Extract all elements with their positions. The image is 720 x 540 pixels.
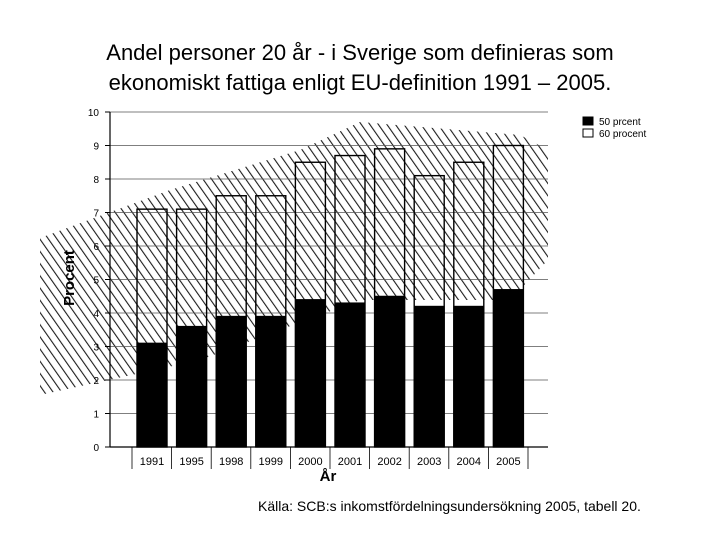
x-tick-label-2003: 2003 <box>417 456 441 468</box>
legend-swatch-60-procent <box>582 128 594 138</box>
legend-swatch-50-prcent <box>582 116 594 126</box>
slide-title-line-2: ekonomiskt fattiga enligt EU-definition … <box>108 70 612 95</box>
bar-50-prcent-1991 <box>136 342 168 448</box>
y-tick-label-6: 6 <box>93 242 99 253</box>
bar-50-prcent-2005 <box>492 289 524 448</box>
legend-label-60-procent: 60 procent <box>599 129 646 140</box>
x-tick-label-1999: 1999 <box>259 456 283 468</box>
bar-50-prcent-2004 <box>453 305 485 448</box>
x-tick-label-2004: 2004 <box>457 456 481 468</box>
x-tick-label-2005: 2005 <box>496 456 520 468</box>
y-tick-label-4: 4 <box>93 309 99 320</box>
bar-50-prcent-1995 <box>176 325 208 448</box>
y-tick-label-2: 2 <box>93 376 99 387</box>
y-tick-label-7: 7 <box>93 209 99 220</box>
bar-50-prcent-1999 <box>255 315 287 448</box>
legend-label-50-prcent: 50 prcent <box>599 117 641 128</box>
bar-50-prcent-2001 <box>334 302 366 448</box>
x-tick-label-2002: 2002 <box>377 456 401 468</box>
axes: 0 1 2 3 4 5 6 7 8 9 10 1991 1995 1998 1999 2000 2001 2002… <box>61 108 548 485</box>
bar-50-prcent-2002 <box>374 295 406 448</box>
x-tick-label-2001: 2001 <box>338 456 362 468</box>
y-tick-label-3: 3 <box>93 343 99 354</box>
bar-50-prcent-1998 <box>215 315 247 448</box>
y-axis-title: Procent <box>61 250 78 306</box>
x-tick-label-2000: 2000 <box>298 456 322 468</box>
bar-50-prcent-2000 <box>294 299 326 448</box>
y-tick-label-1: 1 <box>93 410 99 421</box>
x-axis-title: År <box>320 468 337 485</box>
bar-50-prcent-2003 <box>413 305 445 448</box>
y-tick-label-10: 10 <box>88 108 100 119</box>
x-tick-label-1998: 1998 <box>219 456 243 468</box>
x-tick-label-1995: 1995 <box>179 456 203 468</box>
x-tick-label-1991: 1991 <box>140 456 164 468</box>
y-tick-label-8: 8 <box>93 175 99 186</box>
y-tick-label-9: 9 <box>93 142 99 153</box>
y-tick-label-0: 0 <box>93 443 99 454</box>
source-note: Källa: SCB:s inkomstfördelningsundersökn… <box>258 498 641 514</box>
slide-title-line-1: Andel personer 20 år - i Sverige som def… <box>106 40 614 65</box>
slide-title: Andel personer 20 år - i Sverige som def… <box>0 38 720 98</box>
y-tick-label-5: 5 <box>93 276 99 287</box>
